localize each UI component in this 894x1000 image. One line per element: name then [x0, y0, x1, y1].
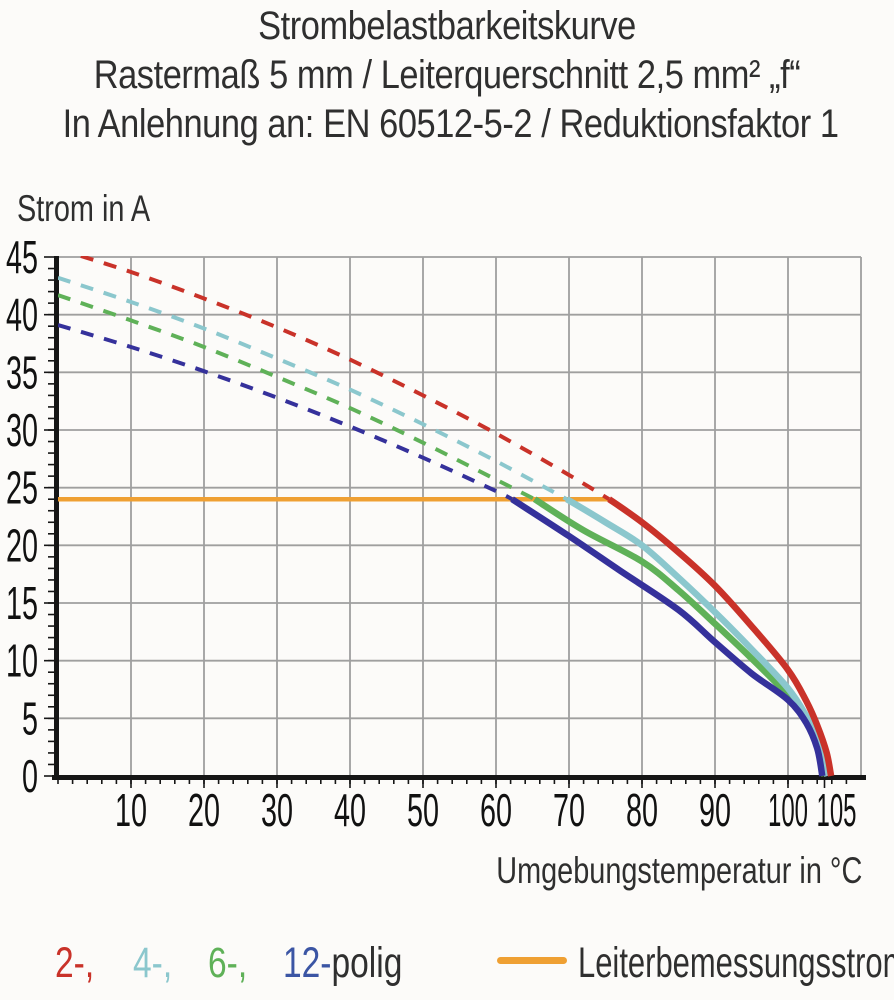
legend-item-6-polig: 6-, [208, 939, 248, 987]
legend-item-12-number: 12- [283, 939, 332, 987]
curve-12-polig-solid [510, 496, 826, 777]
y-tick-label: 5 [22, 692, 38, 744]
x-tick-label: 70 [553, 784, 585, 836]
x-tick-label: 105 [817, 784, 857, 836]
y-tick-label: 45 [6, 231, 38, 283]
grid [58, 256, 862, 776]
x-tick-label: 100 [768, 784, 808, 836]
curve-6-polig-dashed [58, 293, 536, 501]
y-tick-label: 35 [6, 346, 38, 398]
x-tick-label: 10 [115, 784, 147, 836]
chart-subtitle-pitch: Rastermaß 5 mm / Leiterquerschnitt 2,5 m… [93, 53, 801, 97]
y-tick-label: 40 [6, 289, 38, 341]
x-axis-title: Umgebungstemperatur in °C [495, 850, 862, 891]
y-tick-label: 10 [6, 635, 38, 687]
y-tick-label: 20 [6, 519, 38, 571]
rated-current-label: Leiterbemessungsstrom [578, 939, 894, 987]
chart-title-block: Strombelastbarkeitskurve Rastermaß 5 mm … [0, 2, 894, 149]
chart-title: Strombelastbarkeitskurve [258, 4, 636, 48]
x-tick-label: 40 [334, 784, 366, 836]
legend-item-12-polig: 12-polig [283, 939, 402, 988]
curve-2-polig-solid [607, 496, 835, 777]
curve-4-polig-dashed [58, 275, 568, 501]
curve-12-polig-dashed [58, 323, 514, 502]
y-tick-label: 15 [6, 577, 38, 629]
derating-curves [58, 256, 835, 777]
y-axis-title: Strom in A [17, 188, 151, 229]
chart-subtitle-standard: In Anlehnung an: EN 60512-5-2 / Reduktio… [62, 102, 839, 146]
legend-polig-suffix: polig [331, 939, 403, 987]
rated-current-swatch [497, 957, 567, 964]
y-tick-label: 25 [6, 462, 38, 514]
x-tick-label: 30 [261, 784, 293, 836]
y-tick-label: 0 [22, 750, 38, 802]
x-tick-label: 60 [480, 784, 512, 836]
x-tick-label: 80 [626, 784, 658, 836]
legend-item-4-polig: 4-, [133, 939, 173, 987]
y-tick-label: 30 [6, 404, 38, 456]
axes [52, 256, 866, 780]
chart-legend: 2-, 4-, 6-, 12-polig Leiterbemessungsstr… [0, 939, 894, 999]
x-tick-label: 90 [699, 784, 731, 836]
axis-ticks [44, 256, 848, 788]
legend-item-2-polig: 2-, [55, 939, 95, 987]
x-tick-label: 20 [188, 784, 220, 836]
x-tick-label: 50 [407, 784, 439, 836]
curve-2-polig-dashed [74, 256, 611, 501]
